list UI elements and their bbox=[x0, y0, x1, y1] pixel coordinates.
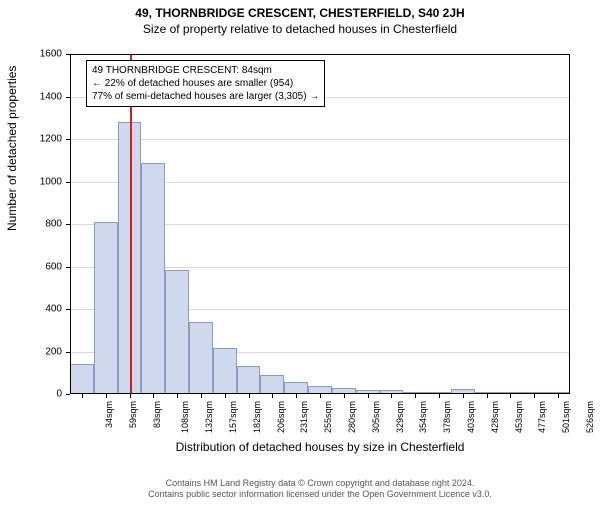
x-tick-mark bbox=[487, 394, 488, 398]
y-tick-label: 1200 bbox=[40, 134, 62, 145]
x-axis-label: Distribution of detached houses by size … bbox=[70, 440, 570, 454]
y-tick-label: 1400 bbox=[40, 91, 62, 102]
x-tick-mark bbox=[225, 394, 226, 398]
y-tick-label: 1000 bbox=[40, 176, 62, 187]
x-tick-mark bbox=[391, 394, 392, 398]
x-tick-label: 526sqm bbox=[585, 401, 595, 433]
x-tick-label: 34sqm bbox=[104, 401, 114, 428]
page-title-main: 49, THORNBRIDGE CRESCENT, CHESTERFIELD, … bbox=[0, 6, 600, 20]
y-axis-ticks: 02004006008001000120014001600 bbox=[0, 54, 66, 394]
x-tick-label: 378sqm bbox=[442, 401, 452, 433]
x-tick-label: 59sqm bbox=[128, 401, 138, 428]
x-tick-mark bbox=[201, 394, 202, 398]
x-tick-mark bbox=[510, 394, 511, 398]
x-tick-label: 206sqm bbox=[276, 401, 286, 433]
x-tick-label: 329sqm bbox=[395, 401, 405, 433]
x-tick-label: 280sqm bbox=[347, 401, 357, 433]
x-tick-mark bbox=[534, 394, 535, 398]
x-tick-label: 83sqm bbox=[152, 401, 162, 428]
x-tick-label: 428sqm bbox=[490, 401, 500, 433]
x-tick-mark bbox=[82, 394, 83, 398]
x-tick-mark bbox=[106, 394, 107, 398]
x-tick-mark bbox=[153, 394, 154, 398]
x-tick-label: 231sqm bbox=[299, 401, 309, 433]
footer-line2: Contains public sector information licen… bbox=[70, 489, 570, 500]
x-tick-label: 182sqm bbox=[252, 401, 262, 433]
x-tick-label: 403sqm bbox=[466, 401, 476, 433]
footer-line1: Contains HM Land Registry data © Crown c… bbox=[70, 478, 570, 489]
x-tick-mark bbox=[558, 394, 559, 398]
x-tick-mark bbox=[272, 394, 273, 398]
x-tick-label: 501sqm bbox=[561, 401, 571, 433]
x-tick-mark bbox=[344, 394, 345, 398]
x-tick-mark bbox=[249, 394, 250, 398]
x-tick-mark bbox=[439, 394, 440, 398]
x-tick-label: 132sqm bbox=[204, 401, 214, 433]
x-tick-mark bbox=[130, 394, 131, 398]
x-tick-label: 305sqm bbox=[371, 401, 381, 433]
x-tick-label: 157sqm bbox=[228, 401, 238, 433]
y-tick-label: 200 bbox=[45, 346, 62, 357]
y-tick-label: 600 bbox=[45, 261, 62, 272]
y-tick-label: 800 bbox=[45, 219, 62, 230]
y-tick-label: 400 bbox=[45, 304, 62, 315]
x-tick-label: 108sqm bbox=[180, 401, 190, 433]
page-title-sub: Size of property relative to detached ho… bbox=[0, 22, 600, 36]
x-tick-mark bbox=[320, 394, 321, 398]
x-tick-mark bbox=[177, 394, 178, 398]
x-tick-mark bbox=[296, 394, 297, 398]
x-tick-label: 453sqm bbox=[514, 401, 524, 433]
y-tick-label: 1600 bbox=[40, 49, 62, 60]
x-tick-mark bbox=[463, 394, 464, 398]
chart-plot-area: 49 THORNBRIDGE CRESCENT: 84sqm← 22% of d… bbox=[70, 54, 570, 394]
plot-border bbox=[70, 54, 570, 394]
footer-attribution: Contains HM Land Registry data © Crown c… bbox=[70, 478, 570, 500]
x-tick-label: 354sqm bbox=[418, 401, 428, 433]
x-tick-mark bbox=[415, 394, 416, 398]
x-tick-label: 477sqm bbox=[538, 401, 548, 433]
x-tick-label: 255sqm bbox=[323, 401, 333, 433]
x-tick-mark bbox=[368, 394, 369, 398]
y-tick-label: 0 bbox=[56, 389, 62, 400]
